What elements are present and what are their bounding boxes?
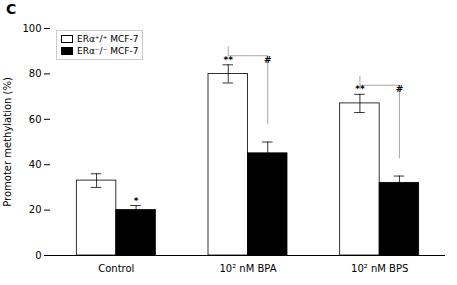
svg-text:10² nM BPS: 10² nM BPS	[351, 263, 408, 274]
html-text:C: C	[6, 1, 17, 17]
svg-text:80: 80	[29, 68, 42, 79]
svg-text:10² nM BPA: 10² nM BPA	[219, 263, 276, 274]
svg-text:100: 100	[22, 23, 41, 34]
svg-text:40: 40	[29, 159, 42, 170]
svg-text:Promoter methylation (%): Promoter methylation (%)	[2, 77, 13, 207]
html-text:ERα⁺/⁺ MCF-7: ERα⁺/⁺ MCF-7	[77, 34, 139, 44]
svg-text:*: *	[134, 196, 139, 206]
html-text:ERα⁻/⁻ MCF-7: ERα⁻/⁻ MCF-7	[77, 46, 139, 56]
svg-text:60: 60	[29, 114, 42, 125]
svg-text:**: **	[355, 84, 365, 94]
svg-text:Control: Control	[98, 263, 134, 274]
svg-text:#: #	[396, 84, 404, 94]
svg-text:**: **	[224, 55, 234, 65]
svg-text:0: 0	[35, 250, 41, 261]
svg-text:20: 20	[29, 204, 42, 215]
svg-text:#: #	[264, 55, 272, 65]
